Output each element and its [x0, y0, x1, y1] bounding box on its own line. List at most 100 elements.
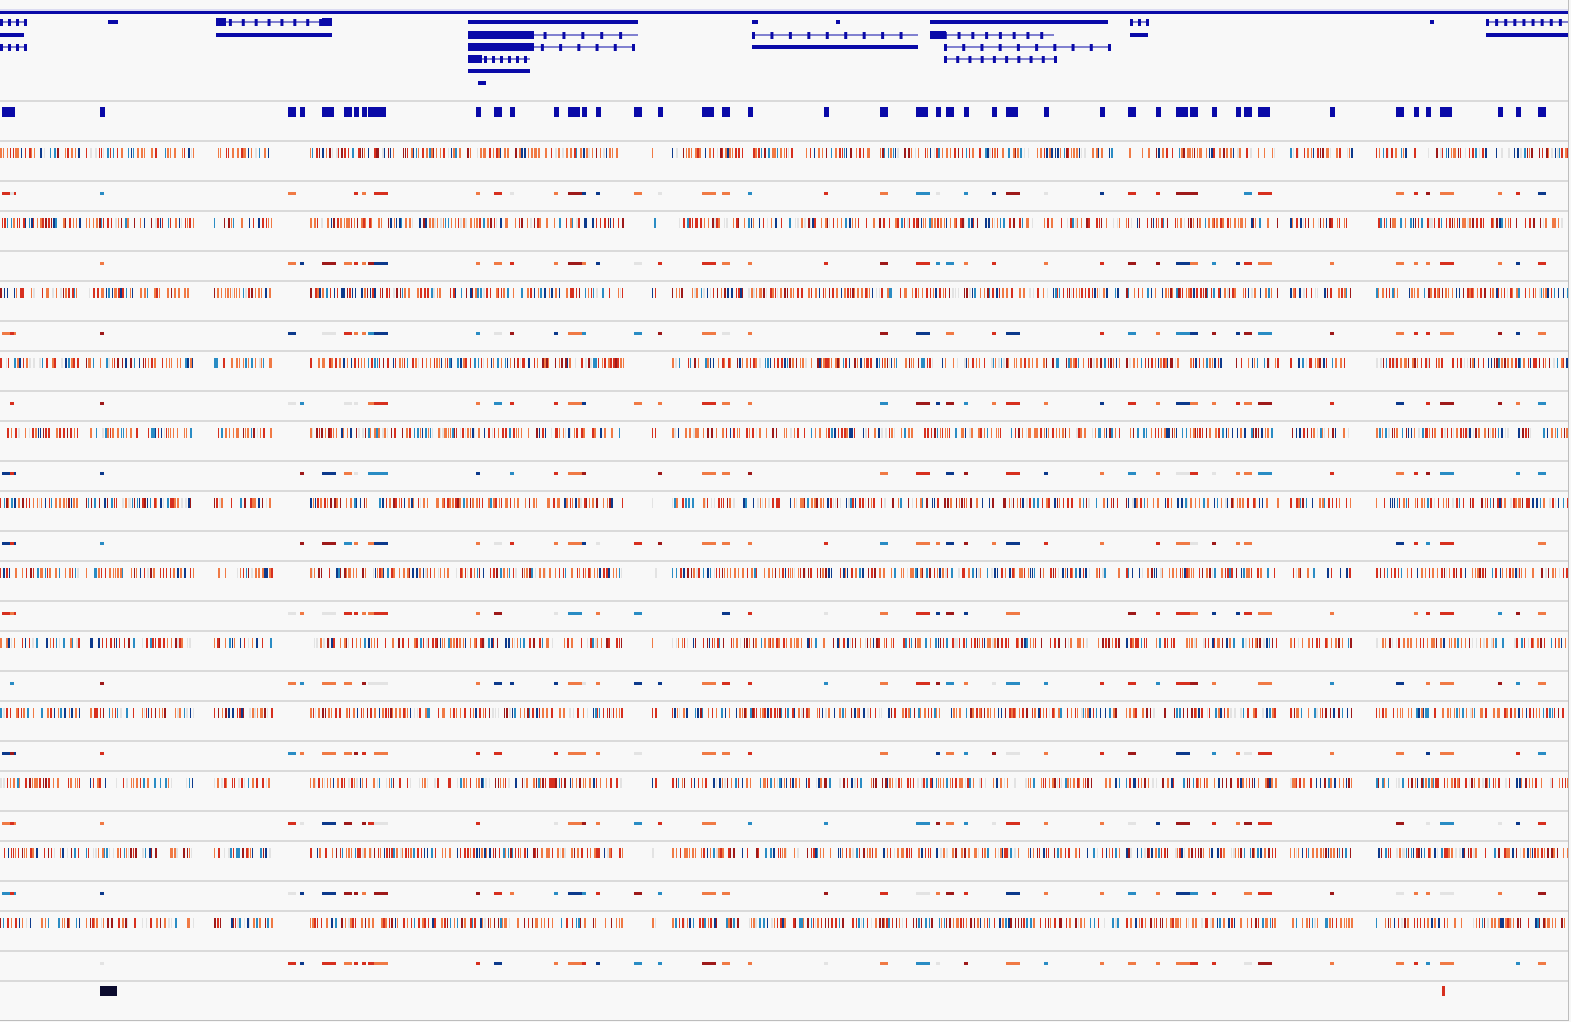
summary-bar[interactable] [916, 612, 930, 615]
heatmap-cell[interactable] [980, 288, 981, 298]
heatmap-cell[interactable] [1170, 288, 1172, 298]
heatmap-cell[interactable] [140, 568, 141, 578]
heatmap-cell[interactable] [88, 498, 89, 508]
heatmap-cell[interactable] [570, 428, 571, 438]
heatmap-cell[interactable] [693, 638, 694, 648]
heatmap-cell[interactable] [780, 288, 782, 298]
heatmap-cell[interactable] [246, 848, 248, 858]
heatmap-cell[interactable] [1067, 568, 1068, 578]
heatmap-cell[interactable] [434, 358, 435, 368]
heatmap-cell[interactable] [378, 218, 380, 228]
summary-bar[interactable] [1176, 682, 1190, 685]
heatmap-cell[interactable] [838, 848, 839, 858]
summary-bar[interactable] [1440, 262, 1454, 265]
heatmap-cell[interactable] [237, 708, 238, 718]
heatmap-cell[interactable] [350, 568, 351, 578]
heatmap-cell[interactable] [909, 638, 910, 648]
heatmap-cell[interactable] [1323, 848, 1324, 858]
gene-exon[interactable] [998, 44, 1002, 51]
heatmap-cell[interactable] [102, 848, 104, 858]
heatmap-cell[interactable] [829, 218, 830, 228]
summary-bar[interactable] [1516, 332, 1520, 335]
heatmap-cell[interactable] [1505, 428, 1506, 438]
heatmap-cell[interactable] [768, 498, 770, 508]
heatmap-cell[interactable] [524, 148, 526, 158]
heatmap-cell[interactable] [1378, 218, 1380, 228]
heatmap-cell[interactable] [601, 638, 602, 648]
heatmap-cell[interactable] [1251, 288, 1253, 298]
heatmap-cell[interactable] [1079, 848, 1080, 858]
gene-exon[interactable] [956, 56, 960, 63]
heatmap-cell[interactable] [825, 708, 827, 718]
heatmap-cell[interactable] [1501, 358, 1503, 368]
heatmap-cell[interactable] [680, 568, 682, 578]
heatmap-cell[interactable] [787, 358, 788, 368]
summary-bar[interactable] [1330, 402, 1334, 405]
heatmap-cell[interactable] [1250, 848, 1251, 858]
heatmap-cell[interactable] [1322, 708, 1323, 718]
heatmap-cell[interactable] [1159, 638, 1161, 648]
heatmap-cell[interactable] [107, 428, 109, 438]
heatmap-cell[interactable] [968, 848, 970, 858]
heatmap-cell[interactable] [1413, 848, 1414, 858]
heatmap-cell[interactable] [987, 638, 989, 648]
heatmap-cell[interactable] [1254, 358, 1255, 368]
heatmap-cell[interactable] [1518, 498, 1520, 508]
heatmap-cell[interactable] [766, 428, 767, 438]
heatmap-cell[interactable] [133, 848, 134, 858]
heatmap-cell[interactable] [1452, 358, 1454, 368]
heatmap-cell[interactable] [1194, 638, 1196, 648]
heatmap-cell[interactable] [1322, 498, 1324, 508]
heatmap-cell[interactable] [785, 568, 786, 578]
summary-bar[interactable] [1190, 892, 1198, 895]
heatmap-cell[interactable] [1096, 358, 1098, 368]
heatmap-cell[interactable] [1200, 288, 1202, 298]
heatmap-cell[interactable] [1073, 778, 1075, 788]
heatmap-cell[interactable] [767, 778, 768, 788]
heatmap-cell[interactable] [913, 358, 914, 368]
gene-exon[interactable] [1531, 19, 1535, 26]
heatmap-cell[interactable] [15, 428, 17, 438]
heatmap-cell[interactable] [1483, 638, 1485, 648]
heatmap-cell[interactable] [1078, 428, 1080, 438]
heatmap-cell[interactable] [391, 568, 393, 578]
heatmap-cell[interactable] [533, 848, 535, 858]
heatmap-cell[interactable] [952, 638, 954, 648]
heatmap-cell[interactable] [676, 848, 677, 858]
heatmap-cell[interactable] [856, 148, 857, 158]
heatmap-cell[interactable] [1020, 498, 1021, 508]
heatmap-cell[interactable] [11, 638, 12, 648]
heatmap-cell[interactable] [849, 428, 851, 438]
heatmap-cell[interactable] [559, 428, 560, 438]
heatmap-cell[interactable] [1254, 778, 1255, 788]
heatmap-cell[interactable] [991, 358, 993, 368]
heatmap-cell[interactable] [368, 428, 370, 438]
heatmap-cell[interactable] [1208, 218, 1210, 228]
heatmap-cell[interactable] [717, 148, 718, 158]
summary-bar[interactable] [2, 822, 16, 825]
heatmap-cell[interactable] [56, 428, 58, 438]
heatmap-cell[interactable] [928, 708, 929, 718]
summary-bar[interactable] [10, 402, 14, 405]
heatmap-cell[interactable] [107, 498, 108, 508]
summary-bar[interactable] [322, 332, 336, 335]
heatmap-cell[interactable] [92, 638, 93, 648]
heatmap-cell[interactable] [1427, 498, 1429, 508]
summary-bar[interactable] [1440, 542, 1454, 545]
heatmap-cell[interactable] [1421, 358, 1422, 368]
heatmap-cell[interactable] [402, 288, 403, 298]
heatmap-cell[interactable] [22, 568, 23, 578]
heatmap-cell[interactable] [1383, 358, 1384, 368]
heatmap-cell[interactable] [310, 568, 312, 578]
heatmap-cell[interactable] [1037, 498, 1039, 508]
heatmap-cell[interactable] [1320, 848, 1322, 858]
heatmap-cell[interactable] [1103, 288, 1105, 298]
heatmap-cell[interactable] [243, 358, 244, 368]
heatmap-cell[interactable] [266, 218, 267, 228]
heatmap-cell[interactable] [571, 638, 573, 648]
heatmap-cell[interactable] [1485, 848, 1486, 858]
heatmap-cell[interactable] [920, 568, 922, 578]
heatmap-cell[interactable] [1052, 708, 1054, 718]
heatmap-cell[interactable] [894, 568, 896, 578]
heatmap-cell[interactable] [126, 288, 127, 298]
